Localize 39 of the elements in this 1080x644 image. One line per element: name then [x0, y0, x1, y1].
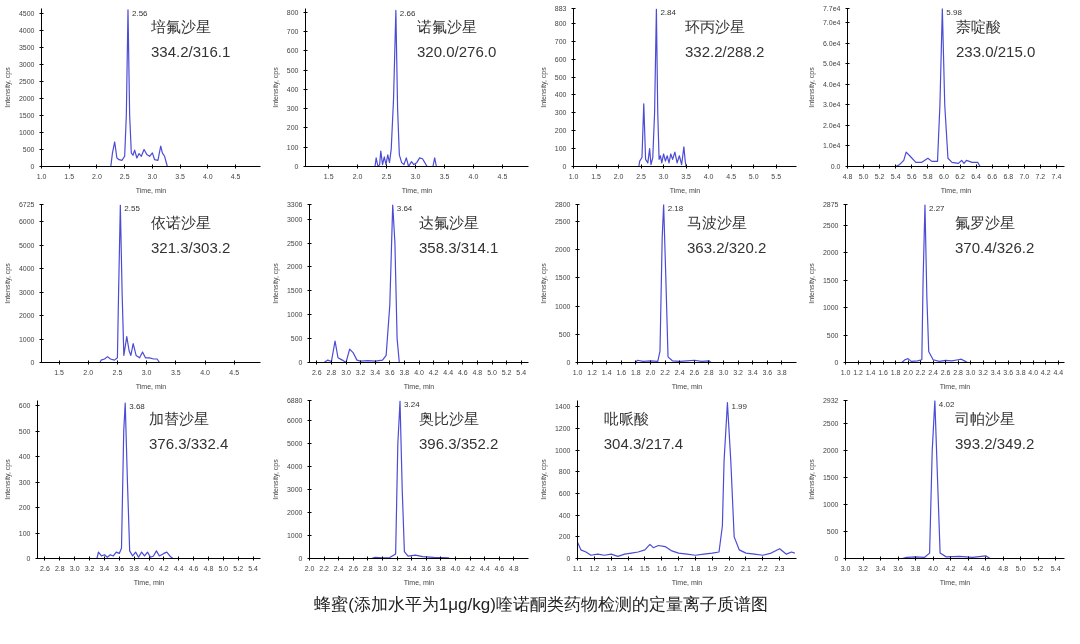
line-series — [638, 8, 687, 167]
annotation: 加替沙星 — [149, 409, 209, 427]
annotation: 396.3/352.2 — [419, 435, 499, 453]
annotation: 2.84 — [660, 8, 677, 18]
annotation: 司帕沙星 — [955, 409, 1015, 427]
text: 蜂蜜(添加水平为1μg/kg)喹诺酮类药物检测的定量离子质谱图 — [314, 594, 768, 616]
annotation: 321.3/303.2 — [151, 239, 231, 257]
annotation: 304.3/217.4 — [603, 435, 684, 453]
annotation: 萘啶酸 — [956, 17, 1001, 35]
annotation: 233.0/215.0 — [956, 43, 1036, 61]
annotation: 358.3/314.1 — [419, 239, 499, 257]
annotation: 2.27 — [928, 203, 946, 213]
annotation: 奥比沙星 — [419, 409, 479, 427]
annotation: 2.66 — [399, 9, 416, 19]
annotation: 2.18 — [667, 203, 684, 213]
annotation: 1.99 — [731, 401, 748, 411]
annotation: 培氟沙星 — [150, 17, 211, 35]
annotation: 370.4/326.2 — [955, 239, 1035, 257]
annotation: 5.98 — [946, 7, 963, 17]
annotation: 依诺沙星 — [151, 213, 211, 231]
annotation: 376.3/332.4 — [149, 435, 229, 453]
annotation: 4.02 — [938, 399, 955, 409]
annotation: 363.2/320.2 — [687, 239, 767, 257]
annotation: 320.0/276.0 — [417, 43, 497, 61]
annotation: 2.55 — [124, 204, 141, 214]
annotation: 393.2/349.2 — [955, 435, 1035, 453]
annotation: 吡哌酸 — [603, 409, 649, 427]
annotation: 马波沙星 — [687, 213, 747, 231]
annotation: 环丙沙星 — [685, 17, 745, 35]
annotation: 3.68 — [129, 402, 146, 412]
annotation: 2.56 — [131, 8, 149, 18]
annotation: 3.24 — [404, 400, 421, 410]
annotation: 334.2/316.1 — [151, 43, 231, 61]
annotation: 诺氟沙星 — [417, 17, 477, 35]
annotation: 3.64 — [396, 203, 413, 213]
annotation: 氟罗沙星 — [955, 213, 1015, 231]
annotation: 332.2/288.2 — [685, 43, 765, 61]
line-series — [577, 402, 796, 557]
annotation: 达氟沙星 — [419, 213, 479, 231]
